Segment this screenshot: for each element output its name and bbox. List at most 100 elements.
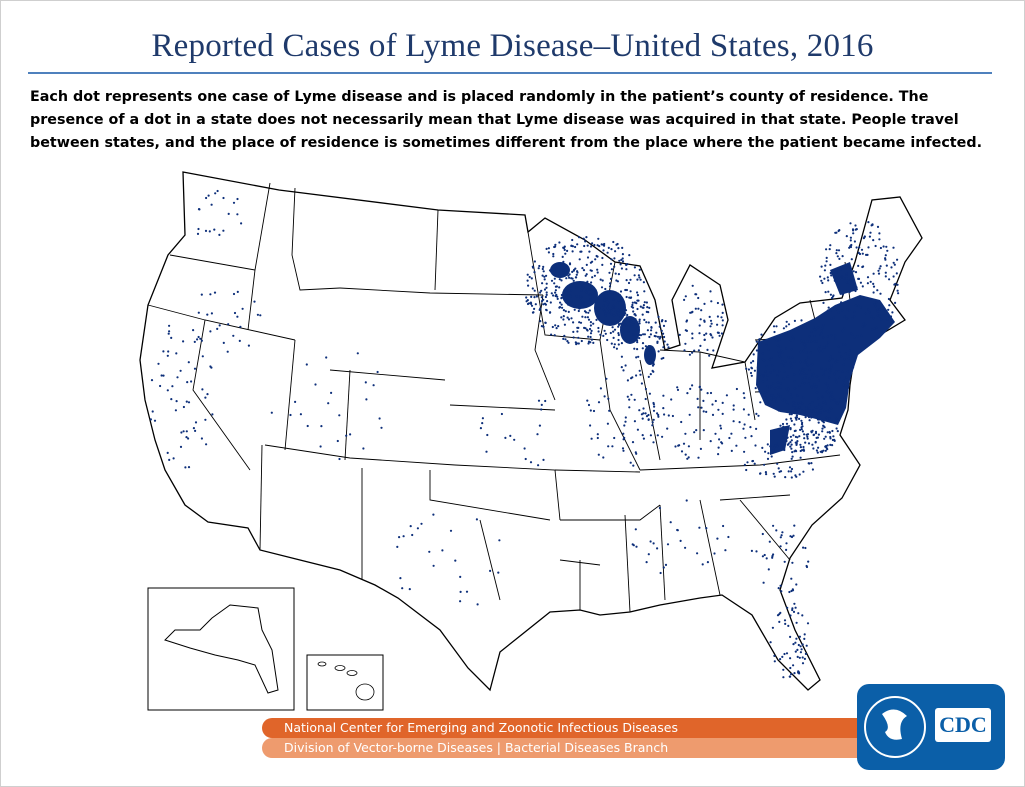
case-dot xyxy=(555,285,559,288)
case-dot xyxy=(806,435,809,438)
case-dot xyxy=(783,619,787,622)
case-dot xyxy=(837,311,840,314)
case-dot xyxy=(752,353,755,356)
case-dot xyxy=(684,546,687,549)
case-dot xyxy=(845,277,848,280)
case-dot xyxy=(779,386,782,389)
case-dot xyxy=(819,450,822,453)
case-dot xyxy=(803,413,807,416)
case-dot xyxy=(601,263,604,266)
case-dot xyxy=(800,339,803,342)
case-dot xyxy=(568,262,572,265)
case-dot xyxy=(808,419,811,422)
case-dot xyxy=(525,296,528,299)
case-dot xyxy=(791,455,794,458)
case-dot xyxy=(578,258,581,261)
case-dot xyxy=(684,342,687,345)
case-dot xyxy=(822,449,825,452)
case-dot xyxy=(884,275,887,278)
case-dot xyxy=(848,309,851,312)
case-dot xyxy=(589,287,592,291)
case-dot xyxy=(825,256,828,259)
case-dot xyxy=(634,528,637,531)
case-dot xyxy=(806,340,809,343)
case-dot xyxy=(827,386,830,390)
case-dot xyxy=(798,370,801,374)
case-dot xyxy=(618,323,621,326)
case-dot xyxy=(666,427,669,430)
case-dot xyxy=(832,316,836,319)
case-dot xyxy=(641,434,644,437)
case-dot xyxy=(652,542,655,545)
case-dot xyxy=(562,337,565,340)
case-dot xyxy=(621,253,625,256)
case-dot xyxy=(770,398,774,401)
case-dot xyxy=(629,290,632,293)
case-dot xyxy=(742,408,746,411)
case-dot xyxy=(197,227,200,231)
case-dot xyxy=(167,332,170,335)
case-dot xyxy=(878,308,881,311)
case-dot xyxy=(553,277,556,280)
case-dot xyxy=(812,447,815,450)
case-dot xyxy=(179,445,183,448)
case-dot xyxy=(563,334,566,337)
case-dot xyxy=(222,229,225,232)
case-dot xyxy=(783,370,786,373)
case-dot xyxy=(840,355,843,358)
case-dot xyxy=(795,583,798,586)
case-dot xyxy=(182,340,185,343)
case-dot xyxy=(782,327,786,330)
case-dot xyxy=(238,339,241,342)
case-dot xyxy=(805,644,808,647)
case-dot xyxy=(651,347,654,350)
case-dot xyxy=(846,370,850,373)
case-dot xyxy=(550,292,553,295)
case-dot xyxy=(554,265,557,268)
case-dot xyxy=(860,248,864,251)
case-dot xyxy=(591,260,594,263)
case-dot xyxy=(636,339,639,342)
case-dot xyxy=(755,349,759,352)
case-dot xyxy=(575,276,578,279)
case-dot xyxy=(630,320,633,323)
case-dot xyxy=(844,352,848,355)
case-dot xyxy=(537,464,540,467)
case-dot xyxy=(617,338,620,342)
case-dot xyxy=(580,284,584,288)
case-dot xyxy=(674,445,677,448)
case-dot xyxy=(577,309,580,313)
case-dot xyxy=(570,277,573,280)
case-dot xyxy=(647,375,650,378)
case-dot xyxy=(814,410,817,413)
case-dot xyxy=(695,293,698,296)
case-dot xyxy=(885,245,888,248)
case-dot xyxy=(820,332,823,335)
case-dot xyxy=(780,534,783,537)
case-dot xyxy=(610,342,613,345)
case-dot xyxy=(784,622,787,626)
case-dot xyxy=(559,301,562,304)
case-dot xyxy=(610,258,613,261)
case-dot xyxy=(824,382,828,385)
case-dot xyxy=(570,289,573,292)
case-dot xyxy=(663,335,666,339)
case-dot xyxy=(822,301,825,304)
title-divider xyxy=(28,72,992,74)
case-dot xyxy=(630,323,633,326)
case-dot xyxy=(162,350,165,353)
case-dot xyxy=(168,458,171,461)
case-dot xyxy=(823,409,826,412)
case-dot xyxy=(880,318,883,321)
case-dot xyxy=(817,421,820,424)
case-dot xyxy=(801,402,804,405)
case-dot xyxy=(538,424,542,427)
case-dot xyxy=(779,584,782,587)
case-dot xyxy=(772,449,775,452)
case-dot xyxy=(777,467,780,470)
case-dot xyxy=(774,444,777,447)
case-dot xyxy=(210,312,213,315)
case-dot xyxy=(599,278,602,281)
case-dot xyxy=(790,348,793,351)
